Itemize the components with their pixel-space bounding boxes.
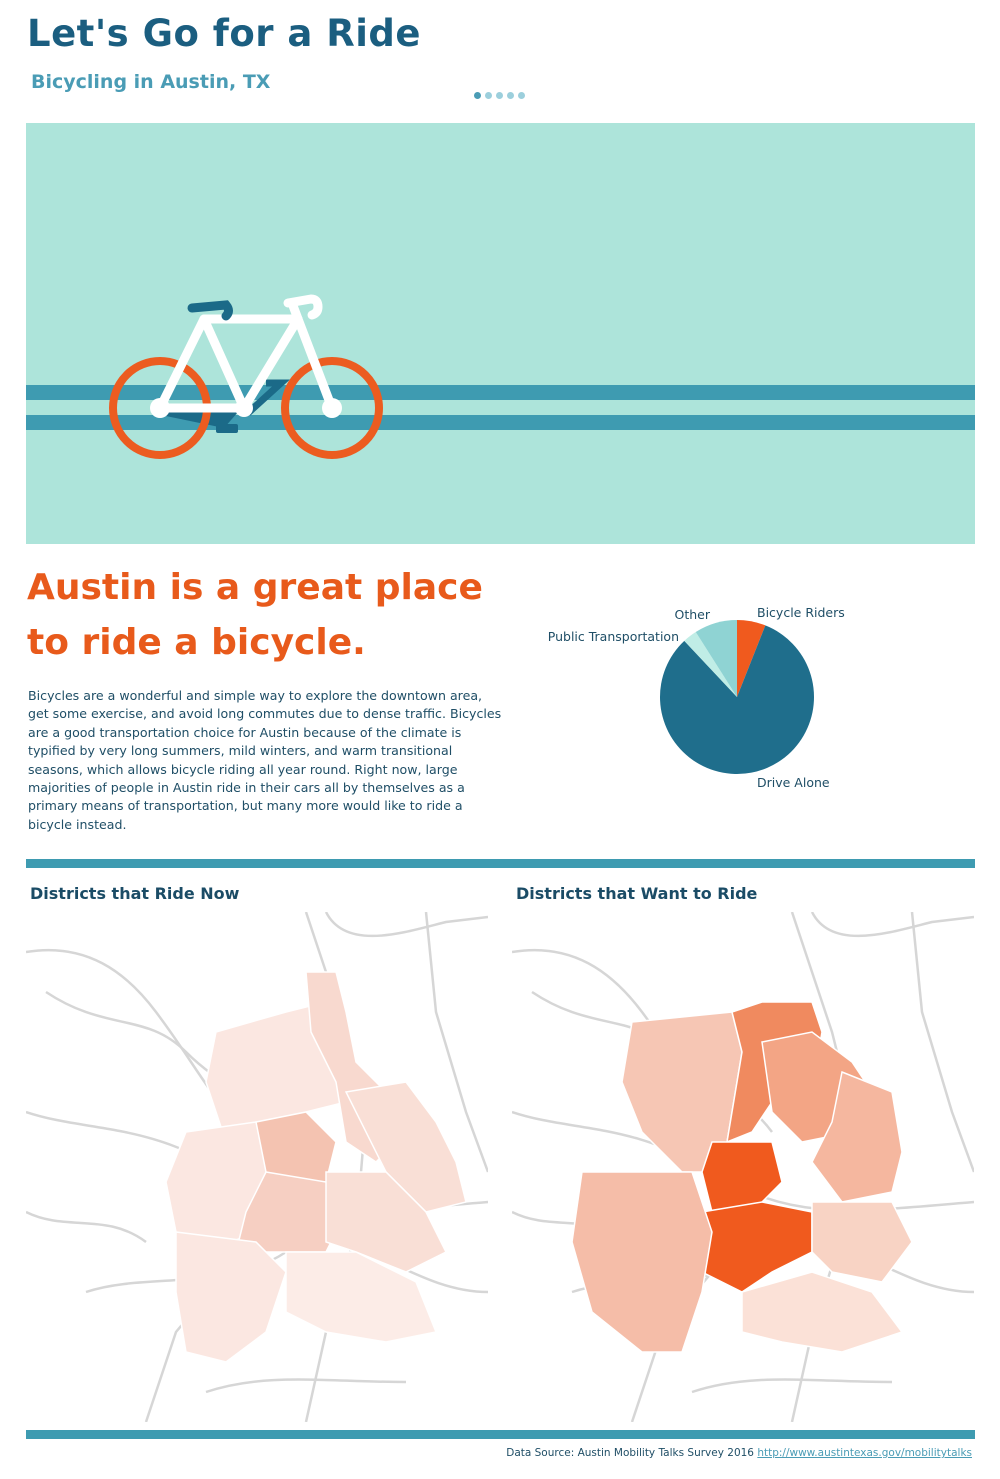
map-want-to-ride[interactable] — [512, 912, 974, 1422]
pie-label: Other — [675, 607, 711, 622]
pager-dot[interactable] — [518, 92, 525, 99]
section-headline: Austin is a great place to ride a bicycl… — [27, 560, 497, 670]
pie-label: Drive Alone — [757, 775, 830, 790]
pie-slice[interactable] — [737, 620, 766, 697]
transport-pie-chart: Bicycle Riders Drive Alone Public Transpor… — [548, 605, 845, 790]
pie-label: Public Transportation — [548, 629, 679, 644]
headline-line: to ride a bicycle. — [27, 622, 366, 663]
pager-dot[interactable] — [496, 92, 503, 99]
choropleth-map — [512, 912, 974, 1422]
headline-line: Austin is a great place — [27, 567, 483, 608]
source-label: Data Source: Austin Mobility Talks Surve… — [506, 1447, 754, 1459]
pager-dot[interactable] — [474, 92, 481, 99]
pager-dot[interactable] — [485, 92, 492, 99]
map-title-ride-now: Districts that Ride Now — [30, 884, 240, 903]
intro-paragraph: Bicycles are a wonderful and simple way … — [28, 688, 502, 832]
pie-slice[interactable] — [660, 625, 814, 774]
divider-bottom — [26, 1430, 975, 1439]
choropleth-map — [26, 912, 488, 1422]
pie-slice[interactable] — [695, 620, 737, 697]
page-title: Let's Go for a Ride — [27, 12, 422, 55]
pie-label: Bicycle Riders — [757, 605, 845, 620]
map-title-want-to-ride: Districts that Want to Ride — [516, 884, 758, 903]
data-source: Data Source: Austin Mobility Talks Surve… — [506, 1447, 972, 1459]
hero-banner — [26, 123, 975, 544]
pager-dot[interactable] — [507, 92, 514, 99]
pie-slices — [660, 620, 814, 774]
map-ride-now[interactable] — [26, 912, 488, 1422]
pie-labels: Bicycle Riders Drive Alone Public Transpor… — [548, 605, 845, 790]
slide-pager — [474, 92, 525, 99]
divider-top — [26, 859, 975, 868]
page-subtitle: Bicycling in Austin, TX — [31, 71, 271, 93]
pie-slice[interactable] — [684, 631, 737, 697]
bicycle-icon — [26, 294, 975, 459]
source-link[interactable]: http://www.austintexas.gov/mobilitytalks — [757, 1447, 972, 1459]
